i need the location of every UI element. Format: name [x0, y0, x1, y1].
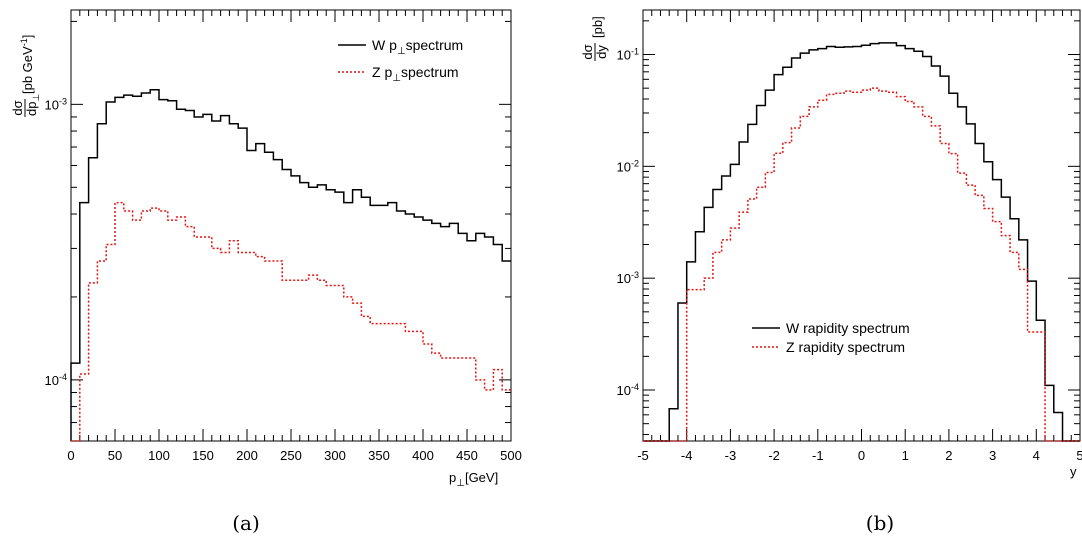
y-tick-label: 10-2 — [617, 158, 639, 174]
series-z-line — [71, 201, 511, 442]
axis-ticks-a — [70, 10, 512, 442]
legend-label-w-b: W rapidity spectrum — [786, 320, 910, 336]
series-layer-b — [643, 42, 1080, 442]
legend-a: W p⊥spectrum Z p⊥spectrum — [338, 37, 463, 84]
plot-frame-b — [642, 9, 1081, 442]
x-axis-title-b: y — [1070, 464, 1077, 479]
axis-ticks-b — [642, 10, 1081, 441]
legend-b: W rapidity spectrum Z rapidity spectrum — [752, 320, 910, 355]
panel-b: 10-1 10-2 10-3 10-4 -5 -4 -3 -2 -1 0 1 2 3 4 5 y dσ dy… — [580, 9, 1082, 535]
x-tick-label: -1 — [812, 448, 824, 463]
x-tick-label: 0 — [67, 448, 74, 463]
x-tick-label: 3 — [989, 448, 996, 463]
x-tick-label: 200 — [236, 448, 258, 463]
x-axis-title-a: p⊥[GeV] — [449, 470, 498, 489]
x-tick-label: 50 — [108, 448, 122, 463]
tick-labels-a: 10-3 10-4 0 50 100 150 200 250 300 350 400 450 500 — [45, 96, 522, 463]
caption-a: (a) — [232, 511, 260, 535]
x-tick-label: -3 — [725, 448, 737, 463]
x-tick-label: 100 — [148, 448, 170, 463]
series-layer-a — [70, 88, 511, 442]
series-w-line — [643, 42, 1080, 442]
y-tick-label: 10-4 — [617, 382, 639, 398]
y-tick-label: 10-3 — [45, 96, 67, 112]
y-axis-title-den-b: dy — [594, 45, 609, 59]
y-axis-title-den-a: dp⊥ — [24, 94, 41, 116]
x-tick-label: 150 — [192, 448, 214, 463]
panel-a: 10-3 10-4 0 50 100 150 200 250 300 350 400 450 500 p… — [10, 9, 522, 535]
x-tick-label: 1 — [902, 448, 909, 463]
y-axis-title-num-a: dσ — [10, 100, 25, 115]
y-axis-title-num-b: dσ — [580, 44, 595, 59]
x-tick-label: 350 — [368, 448, 390, 463]
legend-label-w-a: W p⊥spectrum — [372, 37, 463, 57]
x-tick-label: -5 — [637, 448, 649, 463]
y-tick-label: 10-1 — [617, 47, 639, 63]
x-tick-label: 400 — [412, 448, 434, 463]
x-tick-label: 2 — [945, 448, 952, 463]
x-tick-label: 4 — [1033, 448, 1040, 463]
y-tick-label: 10-4 — [45, 372, 67, 388]
y-axis-title-a: dσ dp⊥ [pb GeV-1] — [10, 35, 41, 117]
y-axis-title-b: dσ dy [pb] — [580, 16, 609, 61]
caption-b: (b) — [866, 511, 894, 535]
y-axis-title-unit-b: [pb] — [590, 16, 605, 38]
y-tick-label: 10-3 — [617, 270, 639, 286]
legend-label-z-a: Z p⊥spectrum — [372, 64, 459, 84]
x-tick-label: 450 — [456, 448, 478, 463]
x-tick-label: 300 — [324, 448, 346, 463]
x-tick-label: 250 — [280, 448, 302, 463]
x-tick-label: -4 — [681, 448, 693, 463]
legend-label-z-b: Z rapidity spectrum — [786, 339, 905, 355]
tick-labels-b: 10-1 10-2 10-3 10-4 -5 -4 -3 -2 -1 0 1 2 3 4 5 — [617, 47, 1082, 463]
x-tick-label: 0 — [858, 448, 865, 463]
series-w-line — [70, 88, 511, 441]
x-tick-label: -2 — [768, 448, 780, 463]
x-tick-label: 500 — [500, 448, 522, 463]
series-z-line — [643, 87, 1080, 442]
y-axis-title-unit-a: [pb GeV-1] — [19, 35, 35, 94]
x-tick-label: 5 — [1076, 448, 1082, 463]
